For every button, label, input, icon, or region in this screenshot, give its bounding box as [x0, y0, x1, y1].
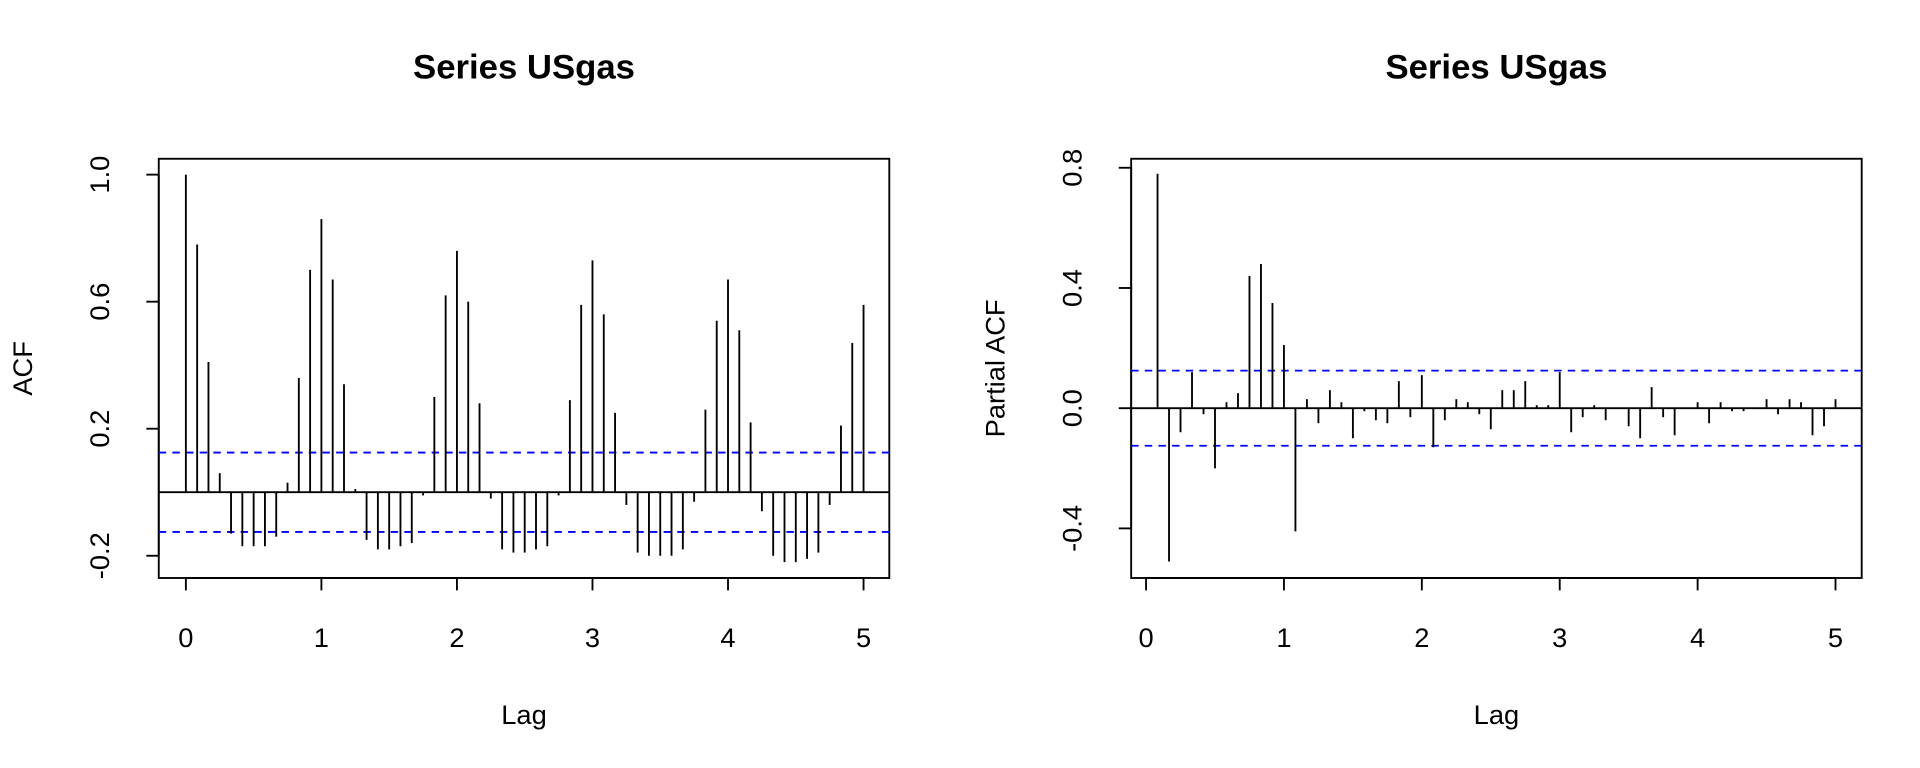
y-tick-label: 0.8: [1056, 149, 1087, 187]
x-tick-label: 5: [856, 622, 871, 653]
x-tick-label: 0: [1138, 622, 1153, 653]
chart-title: Series USgas: [413, 49, 635, 87]
y-tick-label: 0.2: [84, 410, 115, 448]
x-tick-label: 1: [314, 622, 329, 653]
x-tick-label: 0: [178, 622, 193, 653]
y-tick-label: 0.6: [84, 283, 115, 321]
x-tick-label: 5: [1828, 622, 1843, 653]
y-tick-label: -0.4: [1056, 505, 1087, 552]
y-tick-label: 1.0: [84, 156, 115, 194]
x-tick-label: 4: [720, 622, 735, 653]
y-tick-label: -0.2: [84, 532, 115, 579]
x-tick-label: 2: [1414, 622, 1429, 653]
y-axis-label: ACF: [7, 341, 38, 396]
chart-title: Series USgas: [1385, 49, 1607, 87]
x-tick-label: 2: [449, 622, 464, 653]
x-axis-label: Lag: [1474, 699, 1520, 730]
x-axis-label: Lag: [501, 699, 547, 730]
x-tick-label: 4: [1690, 622, 1705, 653]
y-axis-label: Partial ACF: [979, 299, 1010, 437]
x-tick-label: 1: [1276, 622, 1291, 653]
x-tick-label: 3: [585, 622, 600, 653]
plot-box: [1130, 157, 1863, 579]
x-tick-label: 3: [1552, 622, 1567, 653]
y-tick-label: 0.0: [1056, 389, 1087, 427]
y-tick-label: 0.4: [1056, 269, 1087, 307]
